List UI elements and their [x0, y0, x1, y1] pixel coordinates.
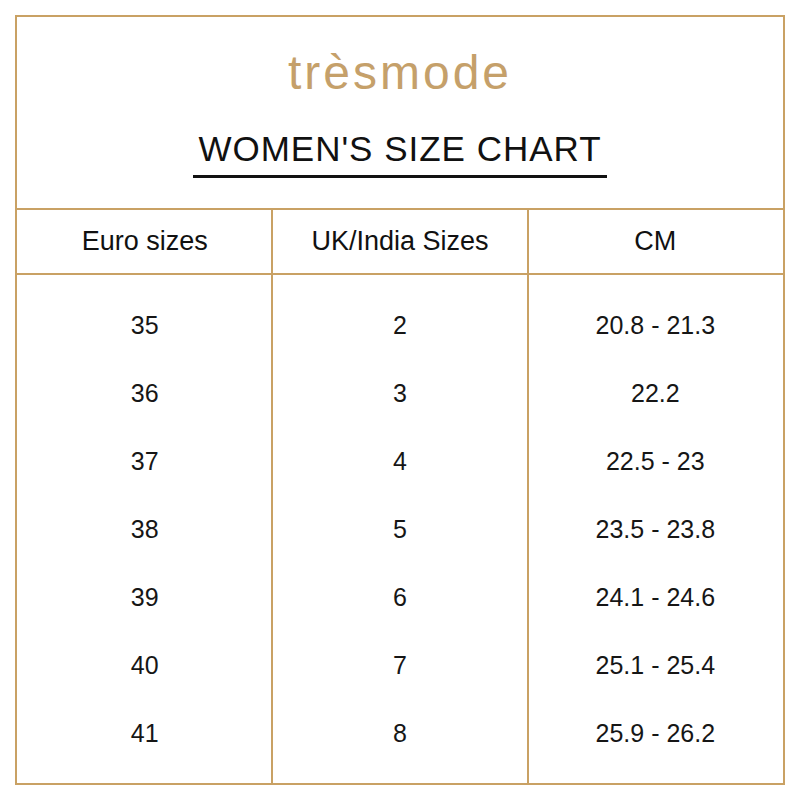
cell-uk-india-size: 3	[272, 359, 527, 427]
cell-euro-size: 40	[17, 631, 272, 699]
cell-euro-size: 36	[17, 359, 272, 427]
cell-cm-range: 25.9 - 26.2	[528, 699, 783, 767]
cell-cm-range: 24.1 - 24.6	[528, 563, 783, 631]
column-header-uk-india-sizes: UK/India Sizes	[272, 210, 527, 273]
cell-uk-india-size: 4	[272, 427, 527, 495]
table-row: 36 3 22.2	[17, 359, 783, 427]
table-row: 37 4 22.5 - 23	[17, 427, 783, 495]
page-title: WOMEN'S SIZE CHART	[193, 131, 606, 178]
table-row: 40 7 25.1 - 25.4	[17, 631, 783, 699]
brand-logo: trèsmode	[288, 49, 512, 97]
table-row: 35 2 20.8 - 21.3	[17, 291, 783, 359]
cell-cm-range: 22.2	[528, 359, 783, 427]
column-divider-1	[271, 210, 273, 783]
cell-uk-india-size: 2	[272, 291, 527, 359]
cell-uk-india-size: 7	[272, 631, 527, 699]
column-header-euro-sizes: Euro sizes	[17, 210, 272, 273]
cell-cm-range: 22.5 - 23	[528, 427, 783, 495]
size-chart-table: Euro sizes UK/India Sizes CM 35 2 20.8 -…	[17, 208, 783, 783]
cell-cm-range: 20.8 - 21.3	[528, 291, 783, 359]
cell-uk-india-size: 5	[272, 495, 527, 563]
column-divider-2	[527, 210, 529, 783]
cell-cm-range: 23.5 - 23.8	[528, 495, 783, 563]
chart-frame: trèsmode WOMEN'S SIZE CHART Euro sizes U…	[15, 15, 785, 785]
table-header-row: Euro sizes UK/India Sizes CM	[17, 210, 783, 275]
brand-area: trèsmode WOMEN'S SIZE CHART	[17, 17, 783, 208]
cell-euro-size: 41	[17, 699, 272, 767]
column-header-cm: CM	[528, 210, 783, 273]
table-row: 38 5 23.5 - 23.8	[17, 495, 783, 563]
cell-euro-size: 38	[17, 495, 272, 563]
cell-euro-size: 35	[17, 291, 272, 359]
table-body: 35 2 20.8 - 21.3 36 3 22.2 37 4 22.5 - 2…	[17, 275, 783, 783]
table-row: 39 6 24.1 - 24.6	[17, 563, 783, 631]
cell-cm-range: 25.1 - 25.4	[528, 631, 783, 699]
table-row: 41 8 25.9 - 26.2	[17, 699, 783, 767]
cell-euro-size: 39	[17, 563, 272, 631]
cell-uk-india-size: 8	[272, 699, 527, 767]
cell-euro-size: 37	[17, 427, 272, 495]
cell-uk-india-size: 6	[272, 563, 527, 631]
